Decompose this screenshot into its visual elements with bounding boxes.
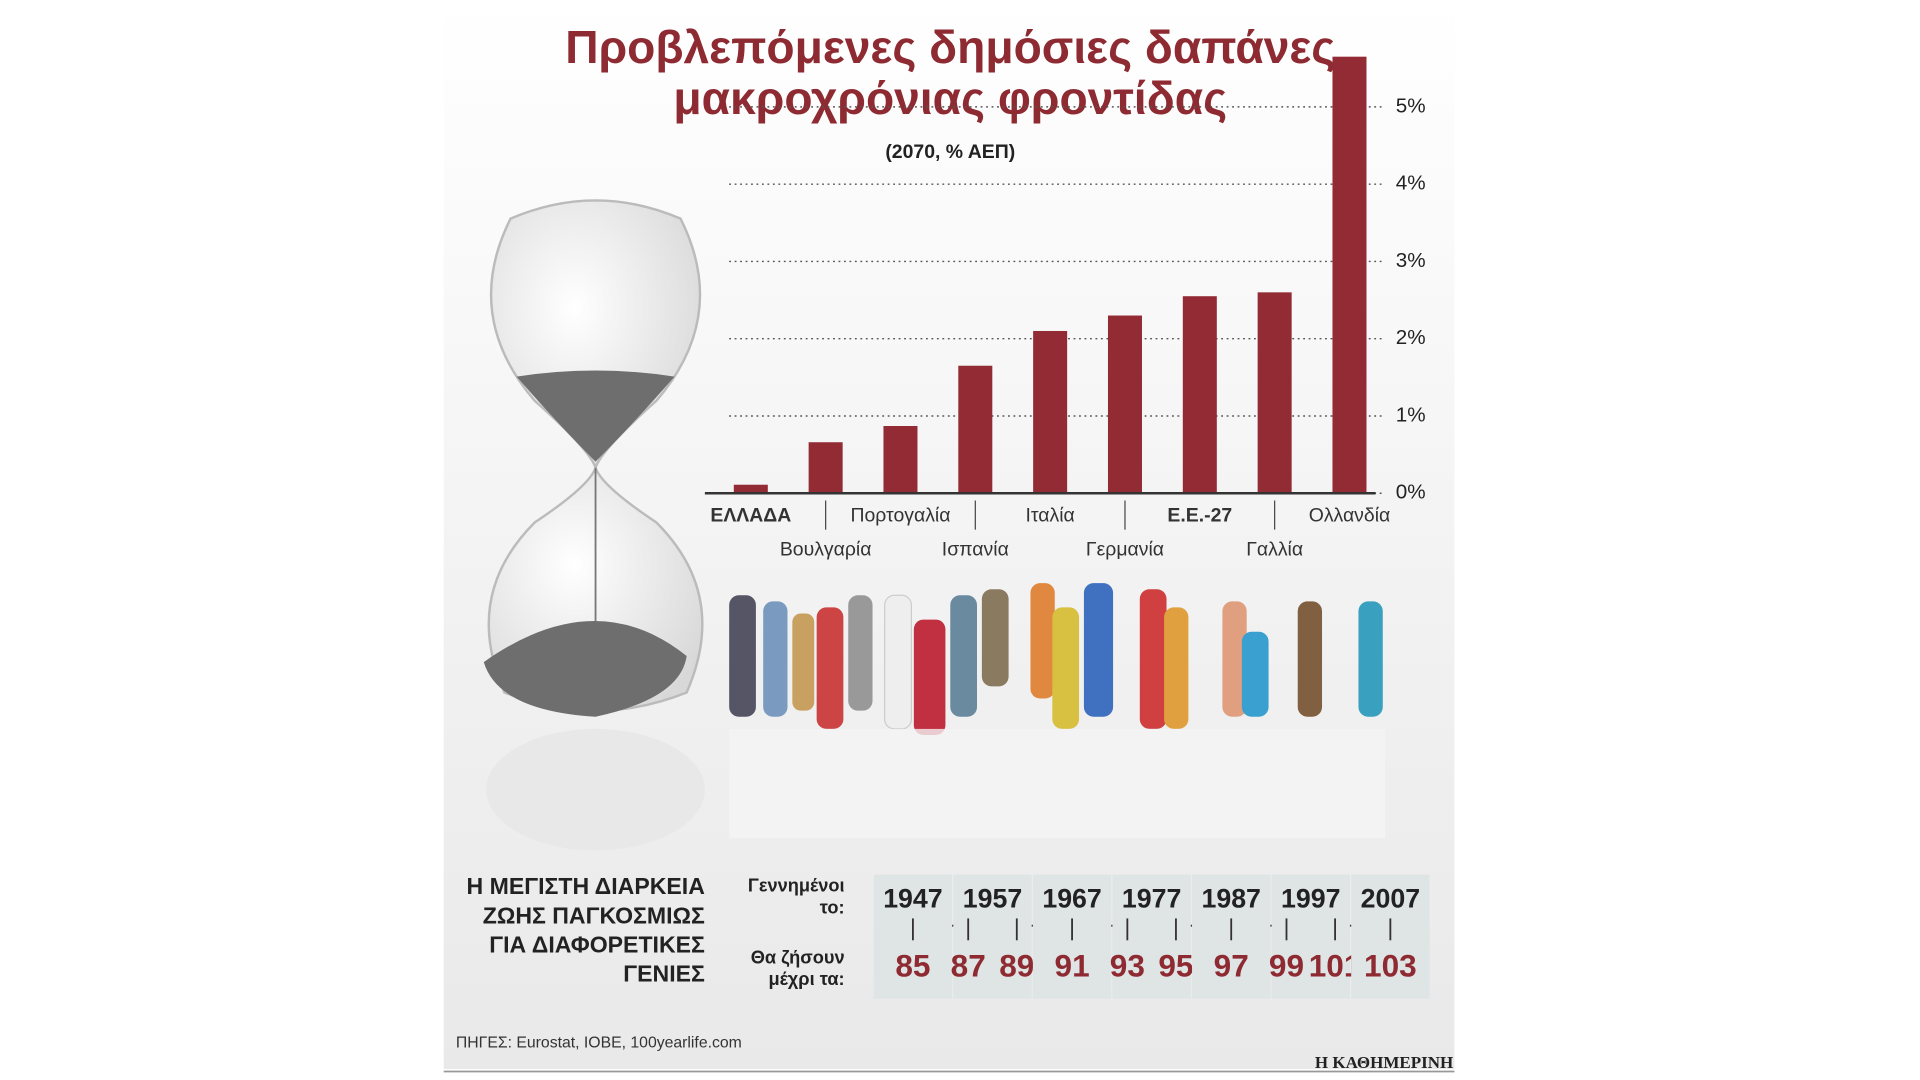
max-age: 97: [1214, 948, 1249, 984]
birth-year: 2007: [1361, 883, 1420, 913]
birth-year: 1987: [1201, 883, 1260, 913]
x-tick-label: Ισπανία: [942, 538, 1009, 560]
max-age: 85: [895, 948, 930, 984]
bar: [883, 426, 918, 494]
table-heading: ΓΙΑ ΔΙΑΦΟΡΕΤΙΚΕΣ: [489, 931, 705, 957]
hourglass-photo: [483, 199, 705, 851]
bar: [733, 484, 768, 494]
birth-year: 1947: [883, 883, 942, 913]
row-label: Γεννημένοι: [748, 876, 845, 896]
y-tick-label: 1%: [1396, 403, 1426, 426]
brand: Η ΚΑΘΗΜΕΡΙΝΗ: [1315, 1053, 1453, 1072]
y-tick-label: 5%: [1396, 94, 1426, 117]
birth-year: 1997: [1281, 883, 1340, 913]
table-cell: [1271, 874, 1350, 999]
bar: [1033, 330, 1068, 494]
row-label: Θα ζήσουν: [751, 947, 845, 968]
x-tick-label: ΕΛΛΑΔΑ: [710, 504, 791, 526]
chart-subtitle: (2070, % ΑΕΠ): [885, 141, 1015, 163]
table-heading: ΓΕΝΙΕΣ: [623, 961, 705, 987]
bar: [1257, 292, 1292, 494]
table-cell: [953, 874, 1032, 999]
bar: [958, 365, 993, 494]
max-age: 95: [1158, 948, 1193, 984]
generations-table: Η ΜΕΓΙΣΤΗ ΔΙΑΡΚΕΙΑ ΖΩΗΣ ΠΑΓΚΟΣΜΙΩΣ ΓΙΑ ΔΙΑ…: [467, 873, 1430, 999]
max-age: 103: [1364, 948, 1417, 984]
bar: [1332, 56, 1367, 494]
chart-title: μακροχρόνιας φροντίδας: [673, 72, 1227, 124]
row-label: μέχρι τα:: [768, 969, 844, 989]
birth-year: 1957: [963, 883, 1022, 913]
x-tick-label: Πορτογαλία: [850, 504, 950, 526]
table-cell: [1112, 874, 1191, 999]
x-tick-label: Ιταλία: [1026, 504, 1075, 526]
row-label: το:: [820, 898, 845, 918]
y-tick-label: 3%: [1396, 249, 1426, 272]
y-tick-label: 4%: [1396, 172, 1426, 195]
chart-title: Προβλεπόμενες δημόσιες δαπάνες: [565, 21, 1335, 73]
max-age: 93: [1110, 948, 1145, 984]
birth-year: 1967: [1042, 883, 1101, 913]
source: ΠΗΓΕΣ: Eurostat, ΙΟΒΕ, 100yearlife.com: [456, 1035, 742, 1052]
figurines-photo: [729, 583, 1386, 839]
max-age: 89: [999, 948, 1034, 984]
birth-year: 1977: [1122, 883, 1181, 913]
x-tick-label: Βουλγαρία: [780, 538, 872, 560]
bar: [808, 442, 843, 494]
y-tick-label: 2%: [1396, 326, 1426, 349]
y-tick-label: 0%: [1396, 481, 1426, 504]
max-age: 91: [1055, 948, 1090, 984]
bar-chart: 0% 1% 2% 3% 4% 5% ΕΛΛΑΔΑ Βουλγαρία Πορτογαλία Ισπ…: [704, 56, 1426, 560]
table-heading: ΖΩΗΣ ΠΑΓΚΟΣΜΙΩΣ: [483, 902, 705, 928]
bar: [1107, 315, 1142, 494]
x-tick-label: Ε.Ε.-27: [1167, 504, 1232, 526]
x-tick-label: Γερμανία: [1086, 538, 1164, 560]
max-age: 87: [951, 948, 986, 984]
max-age: 99: [1269, 948, 1304, 984]
bar: [1182, 296, 1217, 494]
x-tick-label: Γαλλία: [1246, 538, 1303, 560]
x-tick-label: Ολλανδία: [1309, 504, 1391, 526]
table-heading: Η ΜΕΓΙΣΤΗ ΔΙΑΡΚΕΙΑ: [467, 873, 706, 899]
